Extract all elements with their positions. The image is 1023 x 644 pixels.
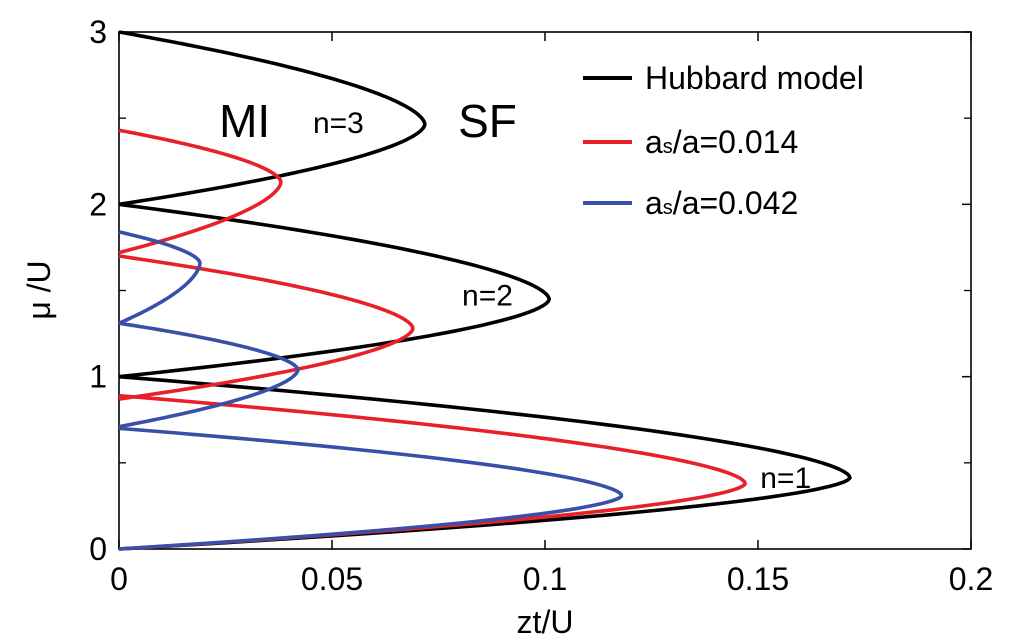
- series-1-lobe-1: [118, 393, 747, 551]
- y-tick-label-1: 1: [89, 359, 107, 395]
- x-tick-label-0-2: 0.2: [949, 561, 993, 597]
- series-1-lobe-3: [118, 128, 283, 255]
- x-tick-label-0-05: 0.05: [301, 561, 363, 597]
- series-2-lobe-3: [118, 230, 202, 325]
- y-tick-label-2: 2: [89, 186, 107, 222]
- y-tick-label-3: 3: [89, 14, 107, 50]
- hubbard-model-lobe-3: [118, 30, 427, 207]
- legend-label-as-0014-sub: s: [663, 136, 673, 158]
- legend-label-as-0042: as/a=0.042: [645, 185, 798, 221]
- legend-label-as-0014: as/a=0.014: [645, 124, 798, 160]
- legend-label-hubbard-model: Hubbard model: [645, 60, 864, 96]
- legend-label-as-0042-sub: s: [663, 197, 673, 219]
- legend: Hubbard model as/a=0.014 as/a=0.042: [583, 60, 864, 221]
- legend-label-as-0042-main: a: [645, 185, 663, 221]
- y-axis-label: μ /U: [21, 260, 57, 319]
- legend-label-as-0014-rest: /a=0.014: [673, 124, 798, 160]
- series-1-lobe-2: [118, 254, 415, 401]
- annotation-sf: SF: [458, 95, 517, 147]
- x-tick-label-0-15: 0.15: [727, 561, 789, 597]
- y-tick-label-0: 0: [89, 531, 107, 567]
- annotation-n-3: n=3: [313, 107, 364, 140]
- annotations: MI n=3 SF n=2 n=1: [219, 95, 811, 495]
- annotation-n-1: n=1: [760, 462, 811, 495]
- series-2-lobe-2: [118, 321, 300, 429]
- legend-label-as-0042-rest: /a=0.042: [673, 185, 798, 221]
- ticks: 0 0.05 0.1 0.15 0.2 0 1 2 3: [89, 14, 993, 597]
- annotation-mi: MI: [219, 95, 270, 147]
- x-tick-label-0: 0: [110, 561, 128, 597]
- hubbard-model-lobe-1: [118, 374, 852, 551]
- annotation-n-2: n=2: [462, 279, 513, 312]
- hubbard-model-lobe-2: [118, 202, 552, 379]
- legend-label-as-0014-main: a: [645, 124, 663, 160]
- x-axis-label: zt/U: [517, 604, 574, 640]
- series-2-lobe-1: [118, 426, 624, 551]
- x-tick-label-0-1: 0.1: [523, 561, 567, 597]
- curves: [118, 30, 852, 551]
